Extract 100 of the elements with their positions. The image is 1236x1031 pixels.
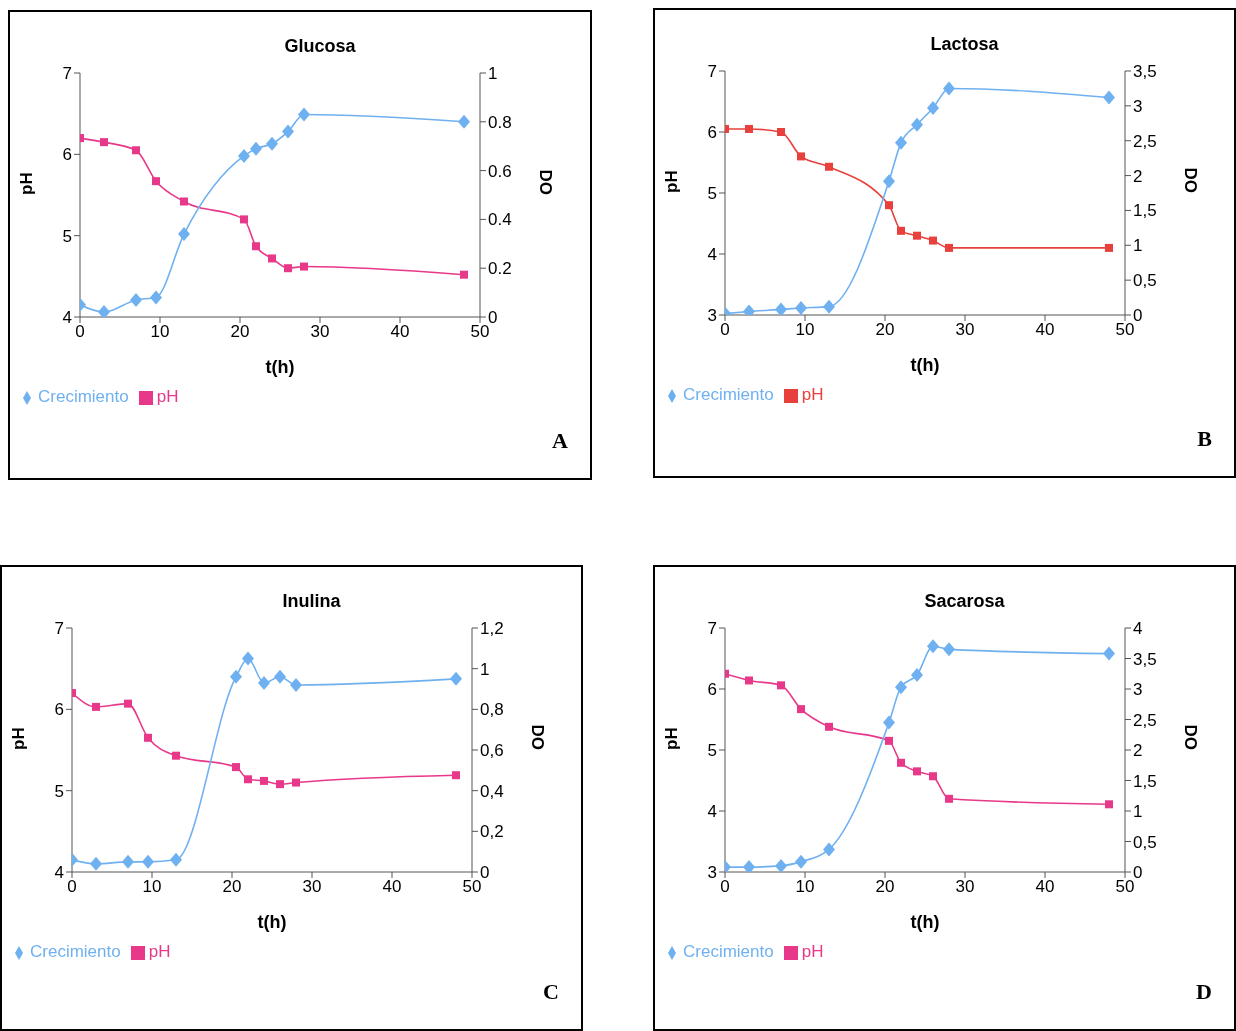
y-axis-title: pH: [17, 172, 37, 195]
x-tick-label: 30: [955, 877, 975, 897]
y2-tick-label: 1: [480, 659, 490, 679]
point: [90, 856, 102, 871]
y2-axis-title: DO: [535, 169, 555, 195]
y-tick-label: 4: [707, 802, 717, 822]
x-tick-label: 10: [795, 320, 815, 340]
y2-tick-label: 0: [480, 863, 490, 883]
point: [911, 667, 923, 682]
point: [795, 301, 807, 315]
x-tick-label: 20: [875, 877, 895, 897]
point: [170, 852, 182, 867]
y-tick-label: 3: [707, 863, 717, 883]
point: [152, 177, 160, 186]
legend-label: pH: [801, 942, 824, 961]
legend-label: pH: [148, 942, 171, 961]
point: [927, 100, 939, 115]
x-tick-label: 30: [955, 320, 975, 340]
point: [290, 677, 302, 692]
point: [825, 162, 833, 171]
x-axis-title: t(h): [910, 912, 940, 932]
y-axis-title: pH: [9, 727, 29, 750]
legend-label: Crecimiento: [30, 942, 121, 961]
point: [244, 775, 252, 784]
point: [258, 675, 270, 690]
y-tick-label: 4: [62, 308, 72, 328]
x-tick-label: 0: [720, 877, 730, 897]
point: [98, 305, 110, 317]
x-axis-title: t(h): [910, 355, 940, 375]
point: [895, 680, 907, 695]
point: [797, 152, 805, 161]
y2-tick-label: 1,5: [1133, 201, 1157, 221]
point: [130, 292, 142, 307]
legend-label: pH: [801, 385, 824, 404]
point: [230, 669, 242, 684]
x-tick-label: 50: [462, 877, 482, 897]
point: [823, 299, 835, 314]
point: [92, 702, 100, 711]
x-tick-label: 50: [470, 322, 490, 342]
point: [775, 302, 787, 315]
point: [266, 136, 278, 151]
point: [300, 262, 308, 271]
point: [945, 794, 953, 803]
x-axis-title: t(h): [265, 357, 295, 377]
point: [124, 699, 132, 708]
y-tick-label: 6: [54, 700, 64, 720]
point: [883, 174, 895, 189]
point: [777, 681, 785, 690]
x-tick-label: 0: [67, 877, 77, 897]
text: A: [552, 428, 568, 454]
point: [929, 772, 937, 781]
x-tick-label: 20: [875, 320, 895, 340]
point: [252, 242, 260, 251]
point: [929, 236, 937, 245]
y2-tick-label: 0.8: [488, 112, 512, 132]
point: [458, 114, 470, 129]
y2-tick-label: 1: [1133, 236, 1143, 256]
y2-tick-label: 1: [1133, 802, 1143, 822]
x-tick-label: 40: [1035, 320, 1055, 340]
x-tick-label: 40: [390, 322, 410, 342]
point: [883, 715, 895, 730]
point: [943, 642, 955, 657]
point: [284, 264, 292, 273]
y-tick-label: 5: [707, 741, 717, 761]
x-tick-label: 0: [720, 320, 730, 340]
point: [797, 705, 805, 714]
y2-tick-label: 0,8: [480, 700, 504, 720]
x-tick-label: 10: [142, 877, 162, 897]
point: [795, 854, 807, 869]
point: [292, 778, 300, 787]
y-tick-label: 7: [707, 62, 717, 82]
y-tick-label: 3: [707, 306, 717, 326]
y-axis-title: pH: [662, 727, 682, 750]
y2-axis-title: DO: [1180, 724, 1200, 750]
y2-tick-label: 0,5: [1133, 832, 1157, 852]
point: [927, 639, 939, 654]
point: [242, 651, 254, 666]
point: [913, 767, 921, 776]
x-tick-label: 30: [302, 877, 322, 897]
point: [1105, 243, 1113, 252]
x-tick-label: 20: [230, 322, 250, 342]
point: [745, 124, 753, 133]
y2-tick-label: 0,6: [480, 741, 504, 761]
y2-tick-label: 4: [1133, 619, 1143, 639]
y-tick-label: 4: [707, 245, 717, 265]
point: [240, 215, 248, 224]
y2-tick-label: 3: [1133, 96, 1143, 116]
point: [460, 270, 468, 279]
point: [945, 243, 953, 252]
point: [775, 858, 787, 872]
point: [274, 669, 286, 684]
y2-tick-label: 0,2: [480, 822, 504, 842]
y2-axis-title: DO: [1180, 167, 1200, 193]
y2-tick-label: 0.4: [488, 210, 512, 230]
x-tick-label: 10: [150, 322, 170, 342]
x-tick-label: 40: [382, 877, 402, 897]
chart-title: Glucosa: [283, 36, 357, 57]
legend-label: Crecimiento: [683, 385, 774, 404]
x-tick-label: 20: [222, 877, 242, 897]
chart-title: Sacarosa: [923, 591, 1006, 612]
